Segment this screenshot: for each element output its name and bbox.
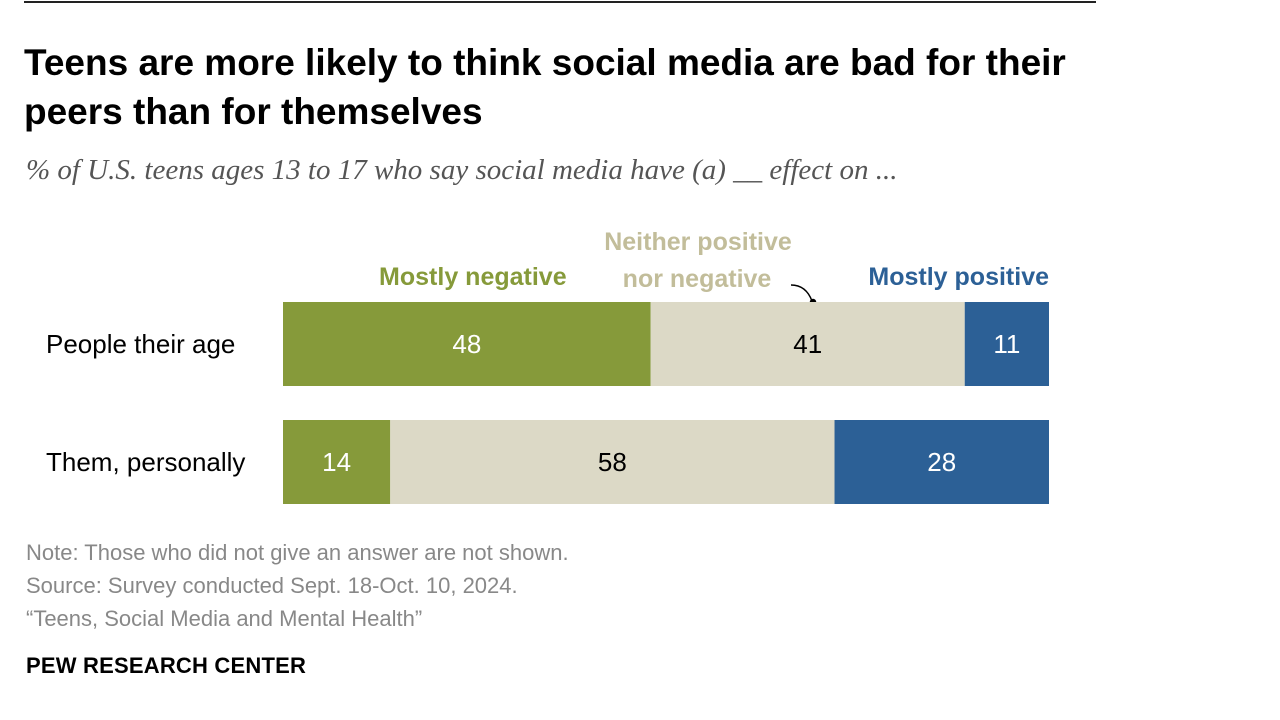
bar-mostly-positive-people-their-age <box>964 302 1049 386</box>
bar-mostly-negative-people-their-age <box>283 302 651 386</box>
top-rule <box>24 1 1096 3</box>
legend-label-mostly-positive: Mostly positive <box>868 263 1049 291</box>
chart-bars: People their age 48 41 11 Them, personally 14… <box>46 302 1049 504</box>
data-label-mostly-positive-them-personally: 28 <box>927 447 956 477</box>
bar-neither-positive-nor-negative-them-personally <box>390 420 835 504</box>
data-label-mostly-negative-them-personally: 14 <box>322 447 351 477</box>
data-label-mostly-negative-people-their-age: 48 <box>452 329 481 359</box>
legend-label-neither-line-2: nor negative <box>623 265 772 293</box>
data-label-neither-positive-nor-negative-people-their-age: 41 <box>793 329 822 359</box>
footer-note: Note: Those who did not give an answer a… <box>26 540 569 565</box>
footer-report: “Teens, Social Media and Mental Health” <box>26 606 423 631</box>
footer-source: Source: Survey conducted Sept. 18-Oct. 1… <box>26 573 518 598</box>
bar-neither-positive-nor-negative-people-their-age <box>650 302 965 386</box>
data-label-mostly-positive-people-their-age: 11 <box>993 329 1020 359</box>
legend-label-neither-line-1: Neither positive <box>604 228 792 256</box>
chart-subtitle: % of U.S. teens ages 13 to 17 who say so… <box>26 154 898 186</box>
brand-logo-text: PEW RESEARCH CENTER <box>26 653 307 678</box>
chart-title: Teens are more likely to think social me… <box>24 42 1066 132</box>
legend-label-mostly-negative: Mostly negative <box>379 263 567 291</box>
legend-pointer-line <box>790 284 813 302</box>
stacked-bar-chart: Mostly negative Neither positive nor negat… <box>46 228 1049 504</box>
category-label-people-their-age: People their age <box>46 329 235 359</box>
category-label-them-personally: Them, personally <box>46 447 245 477</box>
bar-mostly-negative-them-personally <box>283 420 391 504</box>
chart-legend: Mostly negative Neither positive nor negat… <box>379 228 1049 306</box>
chart-footer: Note: Those who did not give an answer a… <box>26 536 569 635</box>
data-label-neither-positive-nor-negative-them-personally: 58 <box>598 447 627 477</box>
bar-mostly-positive-them-personally <box>834 420 1049 504</box>
